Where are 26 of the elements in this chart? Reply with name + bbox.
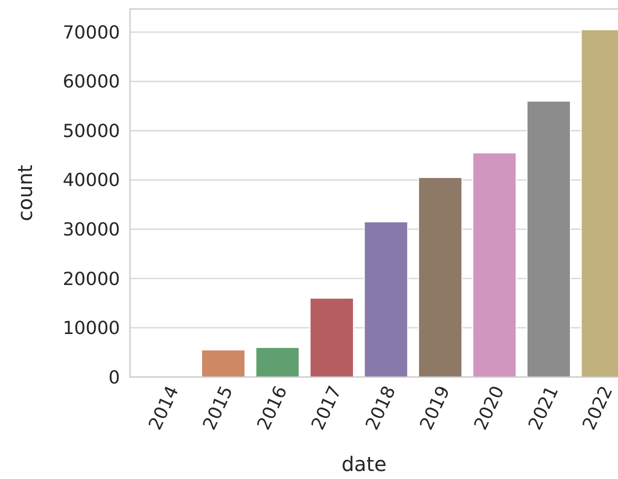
bar <box>310 298 354 378</box>
y-axis-title: count <box>13 164 37 222</box>
bar <box>201 349 246 378</box>
y-tick-label: 40000 <box>62 170 120 192</box>
bar <box>472 152 517 378</box>
x-tick-label: 2016 <box>253 382 292 434</box>
x-tick-label: 2021 <box>524 382 563 434</box>
y-tick-label: 10000 <box>62 318 120 340</box>
bar <box>255 346 300 378</box>
bar <box>418 176 462 378</box>
x-tick-label: 2020 <box>470 382 509 434</box>
x-tick-label: 2018 <box>362 382 400 434</box>
y-tick-label: 30000 <box>62 220 120 241</box>
y-tick-label: 50000 <box>62 120 120 142</box>
x-axis-title: date <box>341 452 387 476</box>
y-tick-label: 0 <box>108 367 120 388</box>
x-tick-label: 2019 <box>416 382 454 434</box>
y-tick-label: 70000 <box>62 22 120 44</box>
x-tick-label: 2022 <box>578 382 618 434</box>
bar <box>526 100 571 378</box>
y-tick-label: 60000 <box>62 72 120 93</box>
x-tick-label: 2017 <box>308 382 346 434</box>
bar <box>364 221 408 378</box>
x-tick-label: 2014 <box>144 382 184 434</box>
x-tick-label: 2015 <box>199 382 238 434</box>
y-tick-label: 20000 <box>62 268 120 290</box>
